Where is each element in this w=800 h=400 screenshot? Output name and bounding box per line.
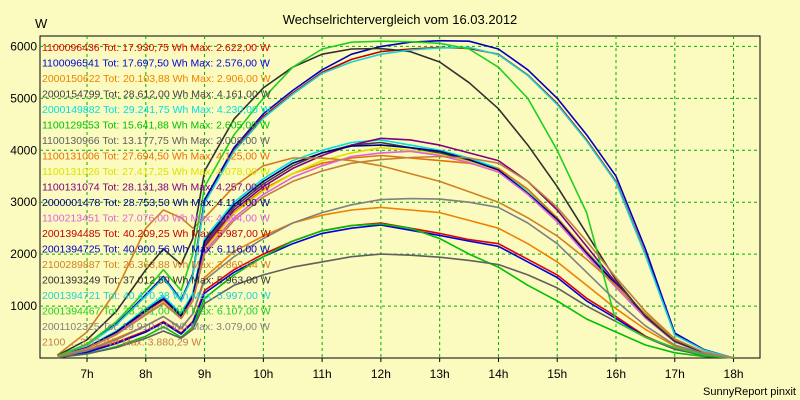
- legend-entry: 1100130966 Tot: 13.177,75 Wh Max: 2.008,…: [42, 135, 270, 147]
- series-line-2100289887b: [57, 155, 734, 359]
- legend-entry: 2000154799 Tot: 28.612,00 Wh Max: 4.161,…: [42, 89, 271, 101]
- footer-credit: SunnyReport pinxit: [703, 386, 796, 398]
- legend-entry: 2100 ... 3,32 Wh Max: 3.880,29 W: [42, 337, 201, 349]
- legend-entry: 1100131074 Tot: 28.131,38 Wh Max: 4.257,…: [42, 182, 270, 194]
- legend-entry: 1100213451 Tot: 27.076,00 Wh Max: 4.094,…: [42, 213, 270, 225]
- legend-entry: 2000149882 Tot: 29.241,75 Wh Max: 4.230,…: [42, 104, 271, 116]
- legend-entry: 2000001478 Tot: 28.753,50 Wh Max: 4.114,…: [42, 197, 270, 209]
- legend-entry: 2000150622 Tot: 20.103,88 Wh Max: 2.906,…: [42, 73, 271, 85]
- series-line-2000001478: [57, 144, 734, 359]
- x-tick-label: 12h: [371, 367, 391, 381]
- x-tick-label: 7h: [80, 367, 93, 381]
- series-line-1100129553: [57, 223, 734, 359]
- plot-area: 1000 2000 3000 4000 5000 6000 7h 8h 9h 10h 11h 12h 1…: [10, 35, 761, 381]
- plot-frame: [39, 35, 761, 359]
- series-line-2100289887: [57, 157, 734, 359]
- y-tick-label: 5000: [10, 91, 37, 105]
- x-tick-label: 11h: [313, 367, 332, 381]
- legend-entry: 1100129553 Tot: 15.641,88 Wh Max: 2.605,…: [42, 120, 270, 132]
- y-tick-label: 3000: [10, 195, 37, 209]
- y-tick-label: 2000: [10, 247, 37, 261]
- x-tick-label: 17h: [665, 367, 685, 381]
- x-tick-label: 13h: [430, 367, 450, 381]
- series-line-2001394467: [57, 40, 734, 359]
- chart-title: Wechselrichtervergleich vom 16.03.2012: [283, 12, 518, 27]
- series-line-2001102325: [57, 197, 734, 359]
- legend-entry: 1100131026 Tot: 27.417,25 Wh Max: 4.078,…: [42, 166, 270, 178]
- legend-entry: 2100289887 Tot: 26.363,88 Wh Max: 3.869,…: [42, 259, 271, 271]
- legend-entry: 1100096541 Tot: 17.697,50 Wh Max: 2.576,…: [42, 58, 270, 70]
- legend-entry: 2001394485 Tot: 40.209,25 Wh Max: 5.987,…: [42, 228, 271, 240]
- series-line-1100096541: [57, 224, 734, 359]
- x-tick-label: 10h: [253, 367, 273, 381]
- x-tick-label: 15h: [547, 367, 567, 381]
- legend-entry: 1100131006 Tot: 27.694,50 Wh Max: 4.125,…: [42, 151, 270, 163]
- series-line-2001394721: [57, 46, 734, 359]
- x-tick-label: 8h: [139, 367, 152, 381]
- x-tick-label: 14h: [488, 367, 508, 381]
- legend-entry: 2001102325 Tot: 19.910,44 Wh Max: 3.079,…: [42, 321, 270, 333]
- legend-entry: 2001393249 Tot: 37.012,50 Wh Max: 5.963,…: [42, 275, 271, 287]
- y-tick-label: 6000: [10, 39, 37, 53]
- y-unit-label: W: [35, 16, 48, 31]
- legend-entry: 2001394725 Tot: 40.900,56 Wh Max: 6.116,…: [42, 244, 270, 256]
- legend-entry: 2001394467 Tot: 38.261,00 Wh Max: 6.107,…: [42, 306, 271, 318]
- y-tick-label: 1000: [10, 299, 37, 313]
- legend-entry: 1100096436 Tot: 17.930,75 Wh Max: 2.622,…: [42, 42, 270, 54]
- series-line-1100130966: [57, 253, 734, 359]
- series-line-2001394725: [57, 39, 734, 359]
- x-tick-label: 9h: [198, 367, 211, 381]
- legend-entry: 2001394721 Tot: 40.470,38 Wh Max: 5.997,…: [42, 290, 271, 302]
- x-tick-label: 16h: [606, 367, 626, 381]
- x-tick-label: 18h: [724, 367, 744, 381]
- y-tick-label: 4000: [10, 143, 37, 157]
